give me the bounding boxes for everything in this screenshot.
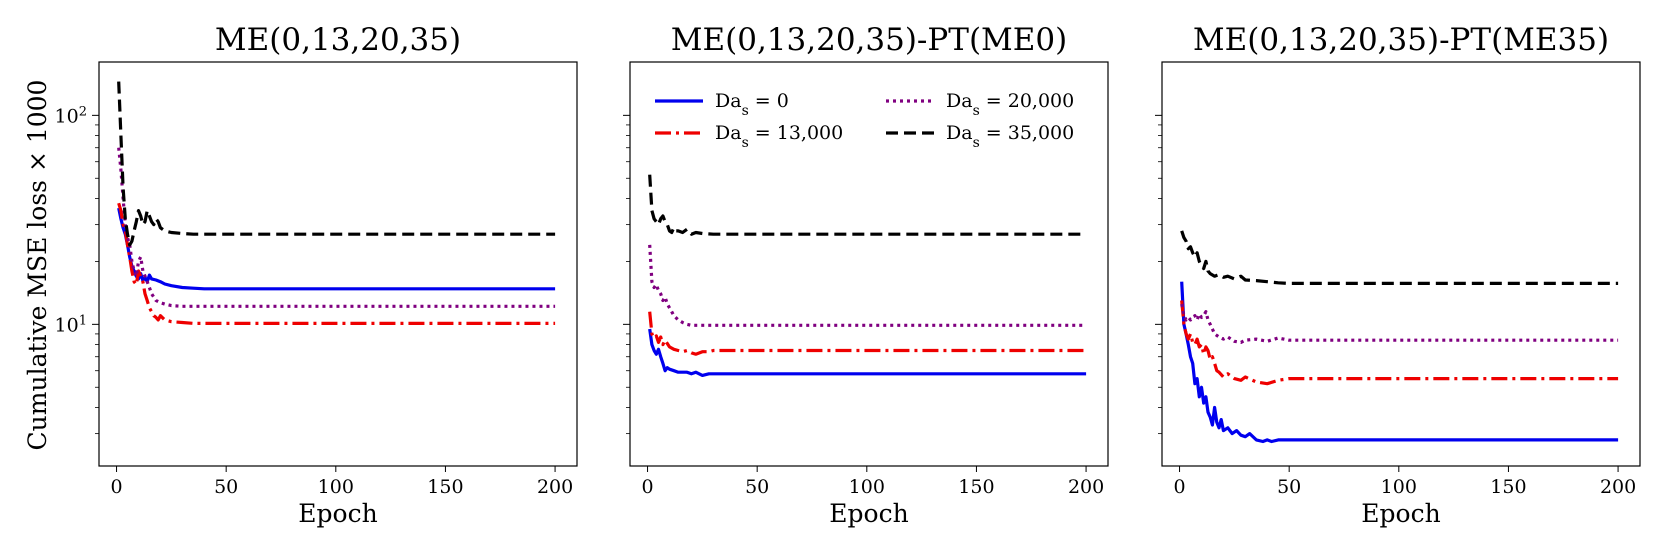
y-tick-label: 102 — [55, 104, 87, 128]
legend-label-s35: Das = 35,000 — [946, 122, 1074, 151]
series-group — [648, 174, 1087, 377]
series-line-s0 — [1180, 281, 1619, 444]
panel-title: ME(0,13,20,35) — [215, 22, 461, 58]
y-tick-label: 101 — [55, 313, 87, 337]
x-tick-label: 0 — [110, 476, 122, 498]
panel-title: ME(0,13,20,35)-PT(ME35) — [1193, 22, 1609, 58]
plot-frame — [98, 61, 578, 467]
panel-1: ME(0,13,20,35) 0 50 100 150 200 101 102 Epoch — [55, 22, 578, 528]
x-tick-label: 200 — [537, 476, 573, 498]
x-tick-label: 50 — [1277, 476, 1301, 498]
legend-label-s20: Das = 20,000 — [946, 90, 1074, 119]
x-tick-label: 150 — [427, 476, 463, 498]
plot-frame — [1161, 61, 1641, 467]
x-tick-label: 100 — [1381, 476, 1417, 498]
series-line-s13 — [1180, 300, 1619, 386]
y-axis-label: Cumulative MSE loss × 1000 — [23, 80, 52, 451]
series-group — [117, 81, 556, 325]
x-axis-label: Epoch — [298, 499, 377, 528]
legend-label-s13: Das = 13,000 — [715, 122, 843, 151]
series-line-s20 — [1180, 303, 1619, 344]
series-line-s20 — [117, 147, 556, 308]
series-line-s13 — [648, 311, 1087, 356]
legend: Das = 0 Das = 20,000 Das = 13,000 Das = 35,… — [655, 90, 1074, 151]
x-tick-label: 200 — [1600, 476, 1636, 498]
panel-title: ME(0,13,20,35)-PT(ME0) — [671, 22, 1067, 58]
x-tick-label: 200 — [1068, 476, 1104, 498]
series-group — [1180, 230, 1619, 444]
series-line-s0 — [117, 207, 556, 291]
x-axis-label: Epoch — [829, 499, 908, 528]
panel-2: ME(0,13,20,35)-PT(ME0) 0 50 100 150 200 Epoch D… — [623, 22, 1109, 528]
panel-3: ME(0,13,20,35)-PT(ME35) 0 50 100 150 200 Epoch — [1155, 22, 1641, 528]
plot-frame — [629, 61, 1109, 467]
x-axis-label: Epoch — [1361, 499, 1440, 528]
x-tick-label: 150 — [1490, 476, 1526, 498]
series-line-s0 — [648, 328, 1087, 377]
series-line-s35 — [117, 81, 556, 247]
x-tick-label: 50 — [214, 476, 238, 498]
series-line-s35 — [648, 174, 1087, 236]
x-tick-label: 0 — [1173, 476, 1185, 498]
series-line-s13 — [117, 202, 556, 325]
x-tick-label: 100 — [318, 476, 354, 498]
series-line-s20 — [648, 244, 1087, 327]
legend-label-s0: Das = 0 — [715, 90, 789, 119]
panels: ME(0,13,20,35)0 50 100 150 200101102EpochME(… — [55, 22, 1641, 528]
x-tick-label: 0 — [641, 476, 653, 498]
x-tick-label: 150 — [958, 476, 994, 498]
x-tick-label: 100 — [849, 476, 885, 498]
x-tick-label: 50 — [745, 476, 769, 498]
series-line-s35 — [1180, 230, 1619, 285]
